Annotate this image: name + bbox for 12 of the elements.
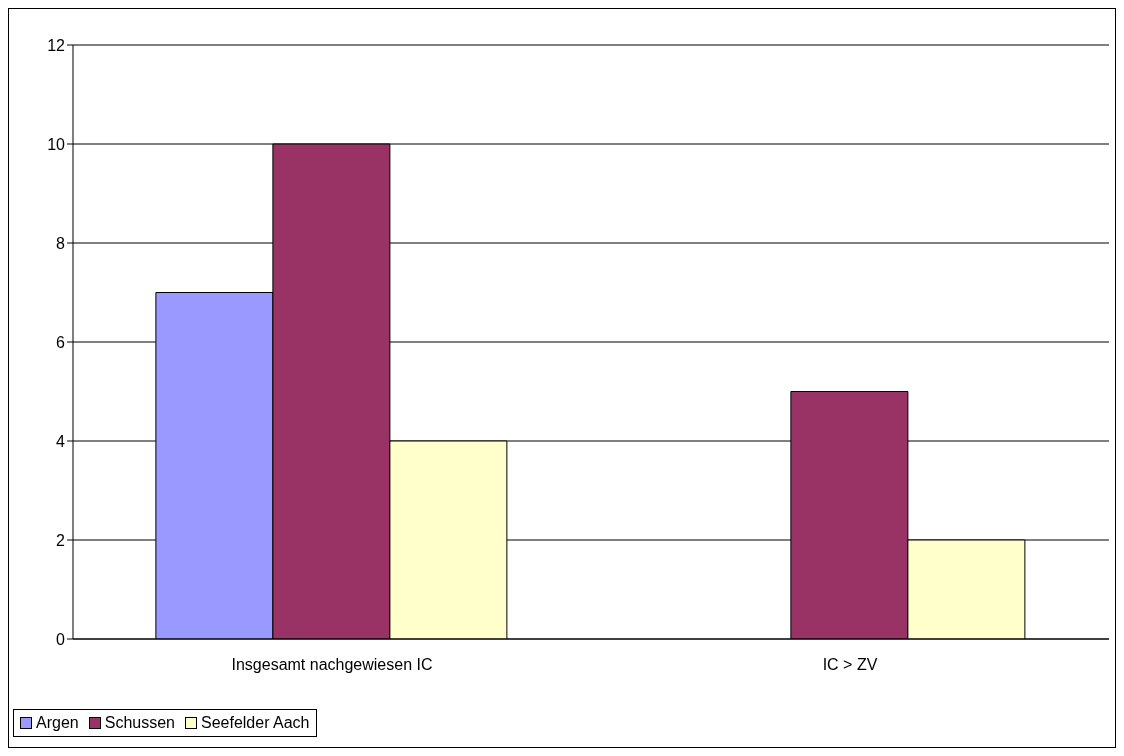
legend-label: Seefelder Aach	[199, 714, 310, 732]
y-tick-label: 4	[56, 432, 66, 450]
legend-label: Schussen	[103, 714, 175, 732]
legend-label: Argen	[35, 714, 79, 732]
x-tick-label: IC > ZV	[822, 656, 878, 674]
y-tick-label: 8	[56, 234, 66, 252]
y-tick-label: 2	[56, 531, 66, 549]
y-tick-label: 6	[56, 333, 66, 351]
y-tick-label: 10	[47, 135, 66, 153]
y-tick-label: 12	[47, 36, 66, 54]
y-tick-label: 0	[56, 630, 66, 648]
x-tick-label: Insgesamt nachgewiesen IC	[231, 656, 433, 674]
